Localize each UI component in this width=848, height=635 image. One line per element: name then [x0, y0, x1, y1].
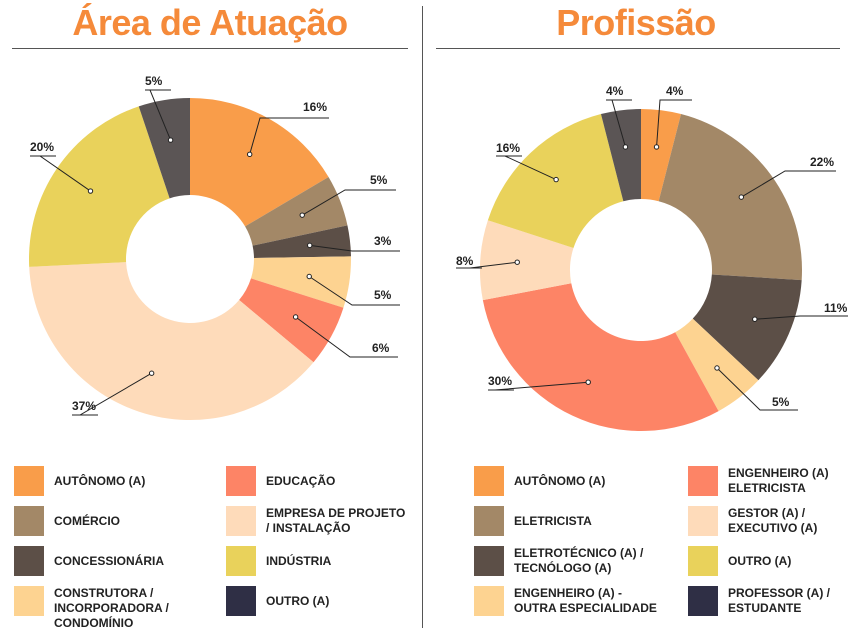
legend-label: OUTRO (A)	[266, 593, 330, 608]
data-label: 5%	[370, 173, 388, 187]
data-label: 4%	[606, 84, 624, 98]
data-label: 5%	[772, 395, 790, 409]
legend-swatch	[688, 506, 718, 536]
data-label: 3%	[374, 234, 392, 248]
title-underline-left	[12, 48, 408, 49]
pie-slice	[29, 106, 170, 267]
legend-label: PROFESSOR (A) / ESTUDANTE	[728, 586, 831, 615]
legend-swatch	[14, 506, 44, 536]
pie-slice	[600, 109, 641, 202]
legend-swatch	[474, 586, 504, 616]
leader-dot	[622, 144, 629, 150]
legend-label: INDÚSTRIA	[266, 553, 332, 568]
pie-slice	[190, 98, 329, 227]
legend-label: GESTOR (A) / EXECUTIVO (A)	[728, 506, 818, 535]
legend-label: CONSTRUTORA / INCORPORADORA / CONDOMÍNIO	[54, 586, 169, 630]
pie-slice	[239, 278, 344, 363]
leader-dot	[714, 365, 720, 371]
legend-swatch	[226, 506, 256, 536]
leader-dot	[738, 194, 745, 200]
data-label: 8%	[456, 254, 474, 268]
pie-slice	[692, 274, 802, 381]
title-underline-right	[436, 48, 840, 49]
data-label: 6%	[372, 341, 390, 355]
legend-label: CONCESSIONÁRIA	[54, 553, 165, 568]
data-label: 11%	[824, 301, 848, 315]
leader-dot	[246, 151, 253, 158]
leader-dot	[307, 242, 313, 249]
legend-label: ELETROTÉCNICO (A) / TECNÓLOGO (A)	[514, 546, 644, 575]
legend-label: COMÉRCIO	[54, 513, 120, 528]
legend-label: AUTÔNOMO (A)	[54, 473, 146, 488]
chart-title-profissao: Profissão	[556, 2, 716, 43]
legend-label: OUTRO (A)	[728, 553, 792, 568]
legend-swatch	[688, 586, 718, 616]
pie-slice	[480, 220, 574, 301]
chart-title-area-de-atuacao: Área de Atuação	[72, 2, 348, 43]
leader-dot	[514, 259, 520, 265]
leader-dot	[752, 316, 758, 322]
data-label: 16%	[303, 100, 327, 114]
legend-swatch	[14, 586, 44, 616]
pie-slice	[482, 283, 719, 431]
legend-swatch	[226, 466, 256, 496]
pie-slice	[250, 256, 351, 308]
data-label: 5%	[145, 74, 163, 88]
leader-dot	[306, 273, 312, 280]
pie-slice	[245, 176, 348, 246]
legend-label: ENGENHEIRO (A) - OUTRA ESPECIALIDADE	[514, 586, 657, 615]
pie-slice	[138, 98, 190, 199]
legend-swatch	[14, 546, 44, 576]
leader-dot	[87, 188, 94, 194]
data-label: 30%	[488, 374, 512, 388]
legend-swatch	[474, 546, 504, 576]
leader-dot	[148, 370, 155, 376]
leader-dot	[292, 314, 299, 320]
leader-dot	[585, 379, 591, 385]
pie-slice	[641, 109, 682, 202]
legend-swatch	[474, 466, 504, 496]
legend-label: EDUCAÇÃO	[266, 473, 336, 488]
legend-swatch	[474, 506, 504, 536]
data-label: 37%	[72, 399, 96, 413]
legend-swatch	[688, 546, 718, 576]
legend-swatch	[688, 466, 718, 496]
leader-dot	[553, 176, 559, 183]
legend-label: ENGENHEIRO (A) ELETRICISTA	[728, 466, 829, 495]
legend-label: AUTÔNOMO (A)	[514, 473, 606, 488]
legend-swatch	[226, 546, 256, 576]
data-label: 4%	[666, 84, 684, 98]
data-label: 16%	[496, 141, 520, 155]
data-label: 20%	[30, 140, 54, 154]
legend-label: EMPRESA DE PROJETO / INSTALAÇÃO	[266, 506, 406, 535]
legend-swatch	[226, 586, 256, 616]
legend-swatch	[14, 466, 44, 496]
column-divider	[422, 6, 423, 628]
leader-dot	[167, 137, 174, 143]
data-label: 5%	[374, 288, 392, 302]
data-label: 22%	[810, 155, 834, 169]
pie-slice	[29, 262, 314, 421]
pie-slice	[658, 114, 802, 281]
pie-slice	[252, 225, 351, 258]
legend-label: ELETRICISTA	[514, 513, 592, 528]
leader-dot	[653, 144, 660, 150]
leader-dot	[299, 212, 305, 218]
